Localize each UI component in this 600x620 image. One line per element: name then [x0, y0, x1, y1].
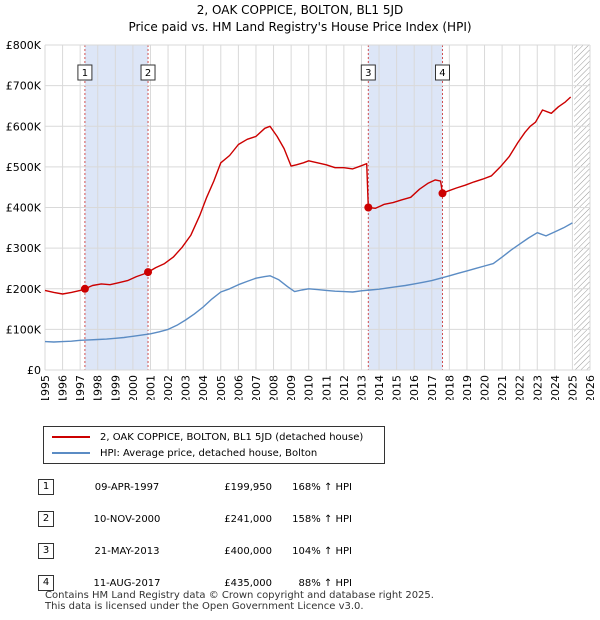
x-tick-label: 2012	[338, 375, 351, 400]
footer-line-2: This data is licensed under the Open Gov…	[45, 601, 364, 612]
sale-marker-label-1: 1	[82, 68, 88, 79]
sale-price: £241,000	[224, 513, 272, 525]
y-tick-label: £300K	[6, 242, 42, 255]
x-tick-label: 2016	[408, 375, 421, 400]
x-tick-label: 2002	[162, 375, 175, 400]
x-tick-label: 2001	[144, 375, 157, 400]
x-tick-label: 2025	[566, 375, 579, 400]
sale-price: £435,000	[224, 577, 272, 589]
sale-hpi-diff: 158% ↑ HPI	[292, 513, 352, 525]
y-tick-label: £600K	[6, 120, 42, 133]
sale-date: 21-MAY-2013	[94, 545, 160, 557]
legend-swatch-hpi	[52, 452, 90, 454]
sale-point-3	[364, 203, 373, 212]
sale-hpi-diff: 168% ↑ HPI	[292, 481, 352, 493]
legend-label-hpi: HPI: Average price, detached house, Bolt…	[100, 447, 318, 459]
y-tick-label: £200K	[6, 283, 42, 296]
sale-price: £400,000	[224, 545, 272, 557]
chart-title: 2, OAK COPPICE, BOLTON, BL1 5JD	[196, 3, 404, 17]
sale-marker-label-3: 3	[365, 68, 371, 79]
table-row: 2 10-NOV-2000 £241,000 158% ↑ HPI	[38, 503, 352, 535]
y-tick-label: £400K	[6, 202, 42, 215]
x-tick-label: 2011	[320, 375, 333, 400]
x-tick-label: 2023	[531, 375, 544, 400]
y-tick-label: £800K	[6, 39, 42, 52]
legend-item-hpi: HPI: Average price, detached house, Bolt…	[52, 445, 317, 461]
sale-point-4	[438, 189, 447, 198]
sale-point-2	[144, 268, 153, 277]
y-tick-label: £500K	[6, 161, 42, 174]
y-tick-label: £700K	[6, 80, 42, 93]
x-tick-label: 2014	[373, 375, 386, 400]
x-tick-label: 2006	[232, 375, 245, 400]
x-tick-label: 1999	[109, 375, 122, 400]
sale-date: 09-APR-1997	[94, 481, 160, 493]
x-tick-label: 2005	[215, 375, 228, 400]
x-tick-label: 2003	[180, 375, 193, 400]
x-tick-label: 2020	[479, 375, 492, 400]
x-tick-label: 2017	[426, 375, 439, 400]
sale-hpi-diff: 104% ↑ HPI	[292, 545, 352, 557]
x-tick-label: 2009	[285, 375, 298, 400]
sale-marker-label-2: 2	[145, 68, 151, 79]
table-row: 3 21-MAY-2013 £400,000 104% ↑ HPI	[38, 535, 352, 567]
x-tick-label: 2021	[496, 375, 509, 400]
y-tick-label: £100K	[6, 323, 42, 336]
sale-date: 10-NOV-2000	[93, 513, 161, 525]
x-tick-label: 2007	[250, 375, 263, 400]
x-tick-label: 2013	[355, 375, 368, 400]
x-tick-label: 1997	[74, 375, 87, 400]
sale-marker-label-4: 4	[439, 68, 445, 79]
sales-table: 1 09-APR-1997 £199,950 168% ↑ HPI 2 10-N…	[38, 471, 352, 599]
x-tick-label: 2024	[549, 375, 562, 400]
sale-marker-box-4	[434, 64, 450, 81]
x-tick-label: 1998	[92, 375, 105, 400]
x-tick-label: 2000	[127, 375, 140, 400]
x-tick-label: 1996	[57, 375, 70, 400]
sale-number-badge: 1	[38, 479, 54, 495]
sale-number-badge: 4	[38, 575, 54, 591]
sale-price: £199,950	[224, 481, 272, 493]
x-tick-label: 2004	[197, 375, 210, 400]
x-tick-label: 1995	[39, 375, 52, 400]
sale-date: 11-AUG-2017	[93, 577, 161, 589]
x-tick-label: 2008	[268, 375, 281, 400]
x-tick-label: 2018	[443, 375, 456, 400]
sale-number-badge: 2	[38, 511, 54, 527]
price-chart: 1 2 3 4 £0 £100K £200K £300K £400K £500K £600K £700…	[6, 39, 597, 400]
x-tick-label: 2022	[514, 375, 527, 400]
sale-number-badge: 3	[38, 543, 54, 559]
x-tick-label: 2019	[461, 375, 474, 400]
x-tick-label: 2015	[391, 375, 404, 400]
sale-marker-box-2	[140, 64, 156, 81]
x-tick-label: 2026	[584, 375, 597, 400]
hpi-line	[44, 222, 573, 343]
legend-item-property: 2, OAK COPPICE, BOLTON, BL1 5JD (detache…	[52, 429, 363, 445]
property-price-line	[44, 96, 572, 295]
sale-marker-box-3	[360, 64, 376, 81]
y-tick-label: £0	[27, 364, 41, 377]
footer-line-1: Contains HM Land Registry data © Crown c…	[45, 590, 434, 601]
legend-swatch-property	[52, 436, 90, 438]
x-tick-label: 2010	[303, 375, 316, 400]
footer-attribution: Contains HM Land Registry data © Crown c…	[45, 590, 434, 612]
table-row: 1 09-APR-1997 £199,950 168% ↑ HPI	[38, 471, 352, 503]
sale-point-1	[80, 284, 89, 293]
legend-label-property: 2, OAK COPPICE, BOLTON, BL1 5JD (detache…	[100, 431, 364, 443]
chart-legend: 2, OAK COPPICE, BOLTON, BL1 5JD (detache…	[43, 426, 385, 464]
sale-marker-box-1	[77, 64, 93, 81]
sale-hpi-diff: 88% ↑ HPI	[298, 577, 352, 589]
table-row: 4 11-AUG-2017 £435,000 88% ↑ HPI	[38, 567, 352, 599]
chart-subtitle: Price paid vs. HM Land Registry's House …	[128, 20, 472, 34]
